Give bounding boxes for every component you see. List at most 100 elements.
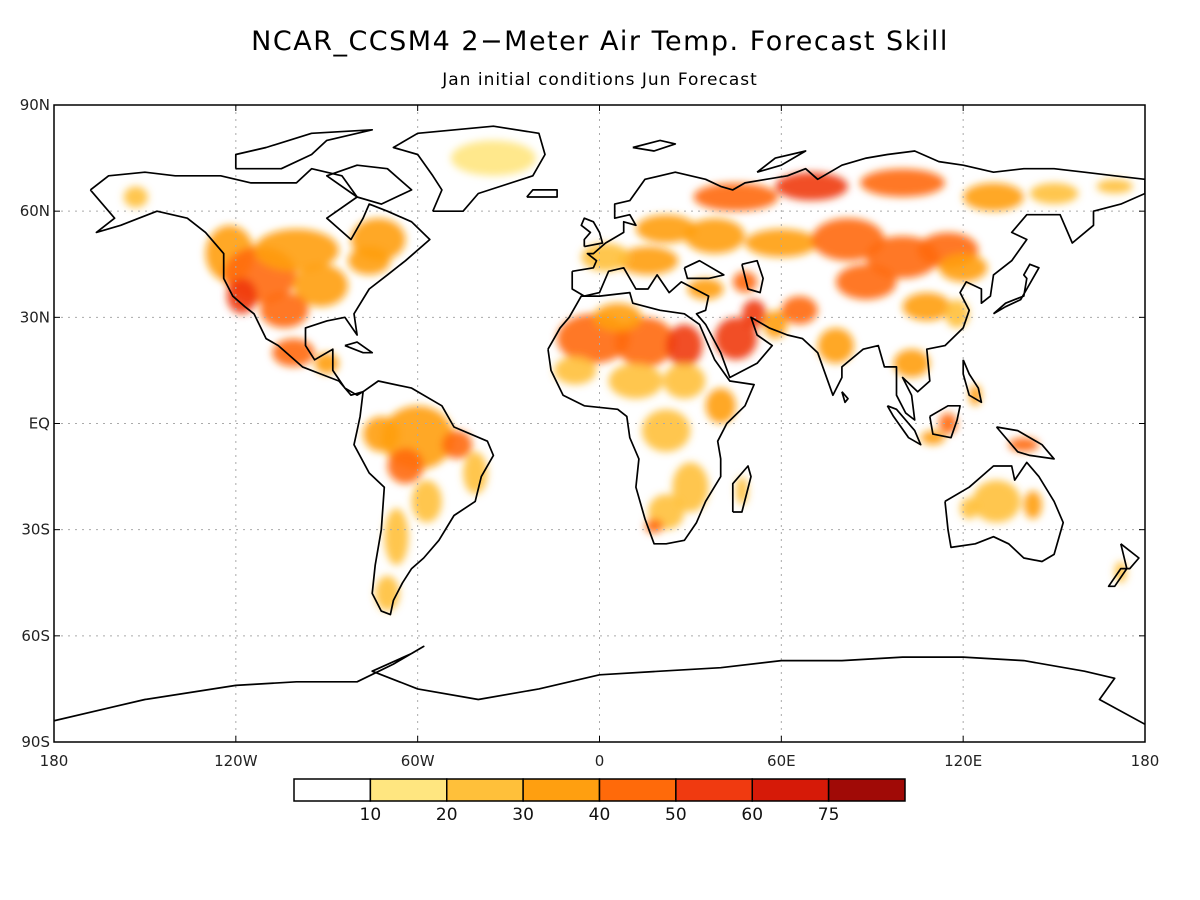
skill-patch: [781, 296, 818, 325]
skill-patch: [254, 228, 339, 272]
colorbar-label: 40: [589, 805, 611, 825]
coastline-eurasia: [571, 150, 1145, 421]
skill-patch: [672, 462, 709, 512]
coastline-philippines: [962, 359, 983, 404]
lon-tick-label: 60E: [767, 752, 796, 770]
coastline-black-sea: [683, 259, 725, 280]
coastline-borneo: [928, 404, 961, 439]
colorbar-swatch: [598, 778, 677, 802]
coastline-svalbard: [632, 139, 677, 152]
skill-patch: [1029, 182, 1079, 205]
skill-patch: [260, 292, 309, 328]
skill-patch: [944, 299, 970, 328]
skill-patch: [938, 412, 958, 435]
skill-patch: [451, 140, 536, 176]
skill-patch: [614, 317, 676, 367]
skill-patch: [972, 480, 1021, 523]
lon-tick-label: 60W: [401, 752, 435, 770]
coastline-australia: [944, 461, 1065, 563]
coastline-new-guinea: [995, 426, 1055, 460]
coastline-sri-lanka: [841, 391, 849, 404]
colorbar-swatch: [751, 778, 830, 802]
lat-tick-label: 30S: [21, 521, 50, 539]
lon-tick-label: 180: [40, 752, 69, 770]
colorbar-swatch: [827, 778, 906, 802]
skill-patch: [693, 182, 779, 212]
latitude-axis: 90N 60N 30N EQ 30S 60S 90S: [20, 96, 1145, 751]
colorbar-swatch: [522, 778, 601, 802]
skill-patch: [687, 278, 724, 300]
coastline-new-zealand: [1107, 543, 1140, 588]
skill-patch: [226, 278, 258, 314]
lat-tick-label: 60N: [20, 202, 50, 220]
skill-patch: [123, 186, 148, 208]
coastline-africa: [547, 291, 755, 545]
skill-patch: [387, 448, 424, 484]
coastline-uk: [580, 217, 604, 248]
skill-patch: [363, 416, 400, 452]
skill-patch: [1096, 179, 1133, 194]
colorbar-label: 75: [818, 805, 840, 825]
colorbar-label: 60: [741, 805, 763, 825]
lat-tick-label: 90S: [21, 733, 50, 751]
colorbar-swatch: [293, 778, 372, 802]
skill-patch: [735, 476, 748, 505]
coastline-baffin: [325, 164, 413, 205]
coastlines: [54, 125, 1145, 726]
map-title: NCAR_CCSM4 2−Meter Air Temp. Forecast Sk…: [251, 26, 949, 57]
skill-patch: [744, 228, 818, 258]
skill-patch: [663, 363, 706, 399]
lon-tick-label: 180: [1131, 752, 1160, 770]
colorbar-label: 20: [436, 805, 458, 825]
coastline-arctic-islands: [234, 128, 374, 170]
longitude-axis: 180 120W 60W 0 60E 120E 180: [40, 105, 1160, 770]
coastline-south-america: [353, 380, 495, 616]
skill-patch: [293, 264, 348, 307]
coastline-cuba: [344, 341, 374, 354]
lat-tick-label: 60S: [21, 627, 50, 645]
skill-patch: [732, 271, 758, 293]
lat-tick-label: 30N: [20, 308, 50, 326]
coastline-greenland: [392, 125, 546, 213]
coastline-north-america: [89, 167, 431, 397]
skill-patch: [963, 182, 1024, 212]
colorbar-label: 30: [512, 805, 534, 825]
skill-patch: [463, 451, 488, 495]
colorbar-label: 50: [665, 805, 687, 825]
lon-tick-label: 0: [595, 752, 605, 770]
coastline-japan: [992, 263, 1040, 315]
skill-patch: [741, 299, 767, 328]
skill-patch: [666, 324, 703, 367]
skill-patch: [608, 363, 664, 399]
skill-patch: [705, 388, 736, 424]
skill-patch: [593, 303, 642, 332]
skill-patch: [554, 356, 597, 385]
skill-patch: [635, 214, 697, 244]
skill-patch: [920, 430, 945, 445]
skill-patch: [314, 352, 339, 374]
skill-patch: [960, 497, 979, 520]
colorbar-label: 10: [360, 805, 382, 825]
skill-patch: [817, 327, 855, 364]
lon-tick-label: 120W: [214, 752, 258, 770]
skill-shading: [123, 140, 1133, 612]
colorbar-swatch: [675, 778, 753, 802]
skill-patch: [581, 243, 630, 272]
coastline-iceland: [526, 189, 558, 198]
skill-patch: [411, 480, 442, 523]
skill-patch: [617, 246, 679, 275]
coastline-novaya-zemlya: [756, 150, 807, 174]
skill-patch: [272, 338, 315, 367]
lat-lon-grid: [54, 105, 1145, 742]
lat-tick-label: 90N: [20, 96, 50, 114]
coastline-caspian-sea: [741, 259, 764, 294]
skill-patch: [775, 172, 849, 201]
coastline-madagascar: [731, 465, 752, 513]
skill-patch: [893, 349, 930, 378]
colorbar-swatch: [446, 778, 524, 802]
skill-patch: [714, 317, 758, 360]
skill-patch: [684, 218, 745, 254]
colorbar-swatch: [369, 778, 448, 802]
skill-patch: [902, 292, 952, 321]
